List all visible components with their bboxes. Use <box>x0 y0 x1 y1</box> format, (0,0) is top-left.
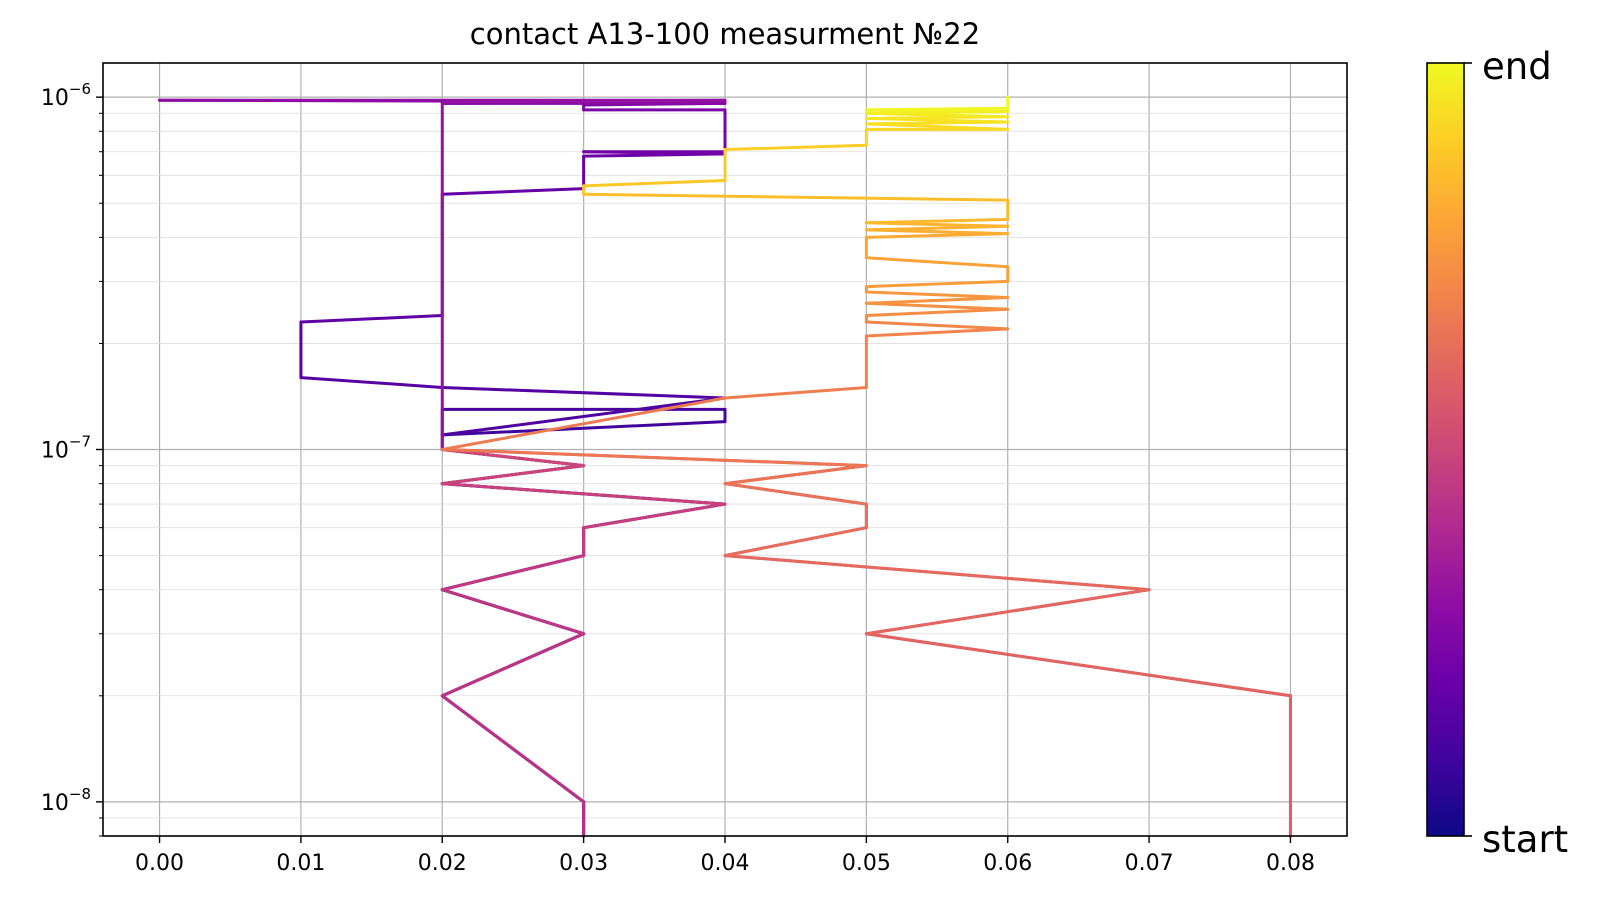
line-segment <box>440 420 727 437</box>
line-segment <box>440 464 586 486</box>
line-segment <box>864 307 1010 318</box>
line-segment <box>440 588 586 636</box>
line-segment <box>582 179 727 188</box>
line-segment <box>864 256 1010 269</box>
line-segment <box>723 464 868 486</box>
line-segment <box>582 502 727 530</box>
line-segment <box>864 290 1010 300</box>
x-tick-label: 0.06 <box>983 851 1032 876</box>
line-segment <box>582 192 1010 202</box>
line-segment <box>440 632 586 698</box>
x-tick-label: 0.03 <box>559 851 608 876</box>
line-segment <box>299 314 444 324</box>
line-segment <box>440 694 586 804</box>
line-segment <box>440 448 586 468</box>
x-tick-label: 0.00 <box>135 851 184 876</box>
line-segment <box>723 385 868 400</box>
line-segment <box>440 396 727 451</box>
line-segment <box>864 588 1151 636</box>
line-segment <box>440 448 868 468</box>
line-segment <box>440 396 727 437</box>
y-tick-label: 10−8 <box>41 785 91 816</box>
y-axis: 10−6 10−7 10−8 <box>41 80 103 837</box>
colorbar-start-label: start <box>1482 818 1568 861</box>
line-segment <box>864 320 1010 331</box>
y-tick-label: 10−6 <box>41 80 91 111</box>
line-segment <box>440 98 727 104</box>
x-tick-label: 0.07 <box>1125 851 1174 876</box>
plot-lines <box>158 95 1292 838</box>
line-segment <box>440 482 727 506</box>
colorbar <box>1426 62 1465 837</box>
line-segment <box>440 554 586 592</box>
line-segment <box>440 187 586 196</box>
line-segment <box>440 385 727 400</box>
x-axis: 0.00 0.01 0.02 0.03 0.04 0.05 0.06 0.07 0.08 <box>135 836 1315 876</box>
x-tick-label: 0.08 <box>1266 851 1315 876</box>
colorbar-end-label: end <box>1482 45 1552 88</box>
x-tick-label: 0.05 <box>842 851 891 876</box>
line-segment <box>723 482 868 506</box>
line-segment <box>864 301 1010 311</box>
line-segment <box>864 632 1292 698</box>
line-segment <box>864 106 1010 112</box>
y-tick-label: 10−7 <box>41 433 91 464</box>
x-tick-label: 0.01 <box>276 851 325 876</box>
line-segment <box>723 554 1151 592</box>
line-segment <box>864 217 1010 225</box>
line-segment <box>864 279 1010 289</box>
chart-title: contact A13-100 measurment №22 <box>470 17 980 51</box>
line-segment <box>864 296 1010 305</box>
x-tick-label: 0.04 <box>701 851 750 876</box>
line-segment <box>723 143 868 152</box>
line-segment <box>864 327 1010 338</box>
line-segment <box>299 376 444 389</box>
line-segment <box>723 526 868 558</box>
x-tick-label: 0.02 <box>418 851 467 876</box>
